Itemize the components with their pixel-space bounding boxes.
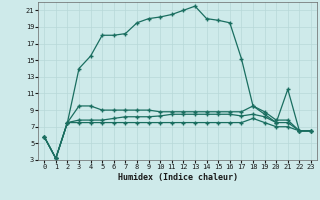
X-axis label: Humidex (Indice chaleur): Humidex (Indice chaleur) [118,173,238,182]
